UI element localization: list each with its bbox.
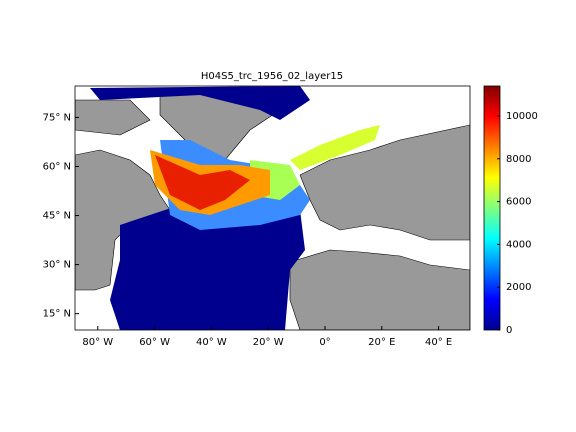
lon-tick-label: 60° W — [139, 337, 170, 348]
lat-tick-label: 75° N — [43, 112, 71, 123]
lat-tick-label: 15° N — [43, 309, 71, 320]
lon-tick-label: 40° E — [425, 337, 452, 348]
map-title: H04S5_trc_1956_02_layer15 — [201, 71, 343, 82]
lat-tick-label: 60° N — [43, 162, 71, 173]
lon-tick-label: 0° — [319, 337, 330, 348]
map-area — [75, 86, 470, 330]
lat-tick-label: 30° N — [43, 260, 71, 271]
lon-tick-label: 20° E — [368, 337, 395, 348]
lat-tick-label: 45° N — [43, 211, 71, 222]
colorbar — [483, 85, 501, 331]
map-frame — [74, 85, 471, 331]
colorbar-tick-label: 8000 — [506, 154, 531, 165]
colorbar-tick-label: 10000 — [506, 111, 538, 122]
colorbar-tick-label: 2000 — [506, 282, 531, 293]
lon-tick-label: 80° W — [82, 337, 113, 348]
colorbar-tick-label: 4000 — [506, 239, 531, 250]
lon-tick-label: 40° W — [196, 337, 227, 348]
lon-tick-label: 20° W — [253, 337, 284, 348]
colorbar-tick-label: 0 — [506, 325, 512, 336]
colorbar-tick-label: 6000 — [506, 197, 531, 208]
